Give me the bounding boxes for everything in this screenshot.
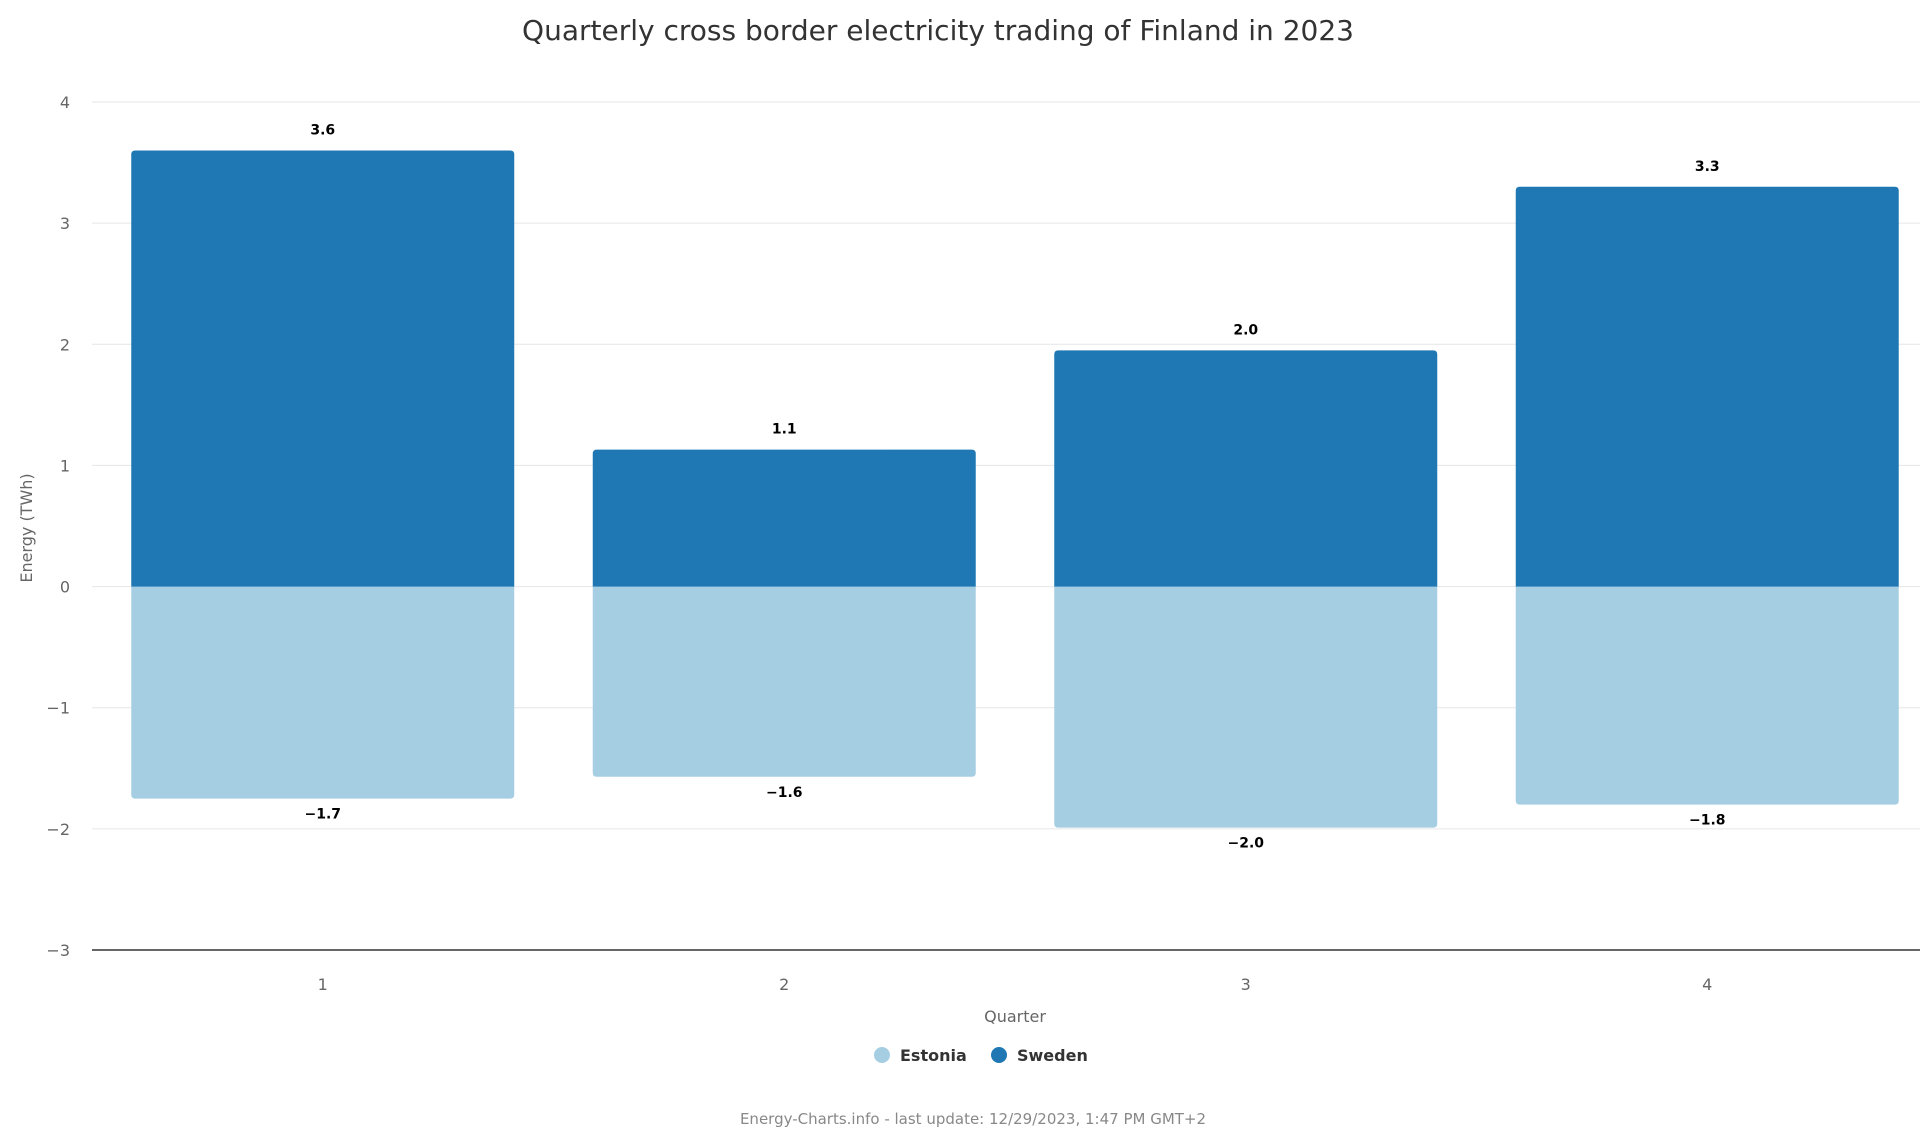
- x-tick-label: 4: [1702, 975, 1712, 994]
- y-tick-label: −3: [46, 941, 70, 960]
- bar-estonia-q3[interactable]: [1054, 586, 1438, 828]
- data-labels: −1.7 3.6 −1.6 1.1 −2.0 2.0 −1.8 3.3: [304, 122, 1725, 851]
- data-label-sweden-q3: 2.0: [1233, 322, 1258, 338]
- y-tick-label: 1: [60, 456, 70, 475]
- x-axis-title: Quarter: [984, 1007, 1046, 1026]
- bar-sweden-q1[interactable]: [131, 150, 515, 587]
- bar-estonia-q1[interactable]: [131, 586, 515, 799]
- legend-item-sweden[interactable]: Sweden: [991, 1046, 1088, 1065]
- bar-estonia-q4[interactable]: [1515, 586, 1899, 805]
- data-label-estonia-q3: −2.0: [1227, 836, 1264, 852]
- legend: Estonia Sweden: [874, 1046, 1088, 1065]
- y-tick-label: 2: [60, 335, 70, 354]
- y-axis-title: Energy (TWh): [17, 473, 36, 582]
- data-label-sweden-q4: 3.3: [1695, 159, 1720, 175]
- legend-label-sweden: Sweden: [1017, 1046, 1088, 1065]
- y-axis-ticks: 4 3 2 1 0 −1 −2 −3: [46, 93, 70, 960]
- x-tick-label: 1: [318, 975, 328, 994]
- legend-marker-sweden: [991, 1047, 1007, 1063]
- data-label-estonia-q4: −1.8: [1689, 813, 1726, 829]
- y-tick-label: −2: [46, 820, 70, 839]
- data-label-estonia-q2: −1.6: [766, 785, 803, 801]
- data-label-sweden-q2: 1.1: [772, 422, 797, 438]
- legend-label-estonia: Estonia: [900, 1046, 967, 1065]
- x-tick-label: 2: [779, 975, 789, 994]
- data-label-estonia-q1: −1.7: [304, 807, 341, 823]
- y-tick-label: 4: [60, 93, 70, 112]
- data-label-sweden-q1: 3.6: [310, 122, 335, 138]
- chart-title: Quarterly cross border electricity tradi…: [522, 14, 1354, 47]
- bars: [131, 150, 1899, 828]
- credit-text: Energy-Charts.info - last update: 12/29/…: [740, 1110, 1206, 1128]
- y-tick-label: 0: [60, 578, 70, 597]
- bar-sweden-q4[interactable]: [1515, 186, 1899, 587]
- bar-estonia-q2[interactable]: [592, 586, 976, 777]
- legend-item-estonia[interactable]: Estonia: [874, 1046, 967, 1065]
- bar-sweden-q3[interactable]: [1054, 350, 1438, 587]
- y-tick-label: 3: [60, 214, 70, 233]
- x-axis-ticks: 1 2 3 4: [318, 975, 1713, 994]
- y-tick-label: −1: [46, 699, 70, 718]
- bar-sweden-q2[interactable]: [592, 449, 976, 587]
- x-tick-label: 3: [1241, 975, 1251, 994]
- legend-marker-estonia: [874, 1047, 890, 1063]
